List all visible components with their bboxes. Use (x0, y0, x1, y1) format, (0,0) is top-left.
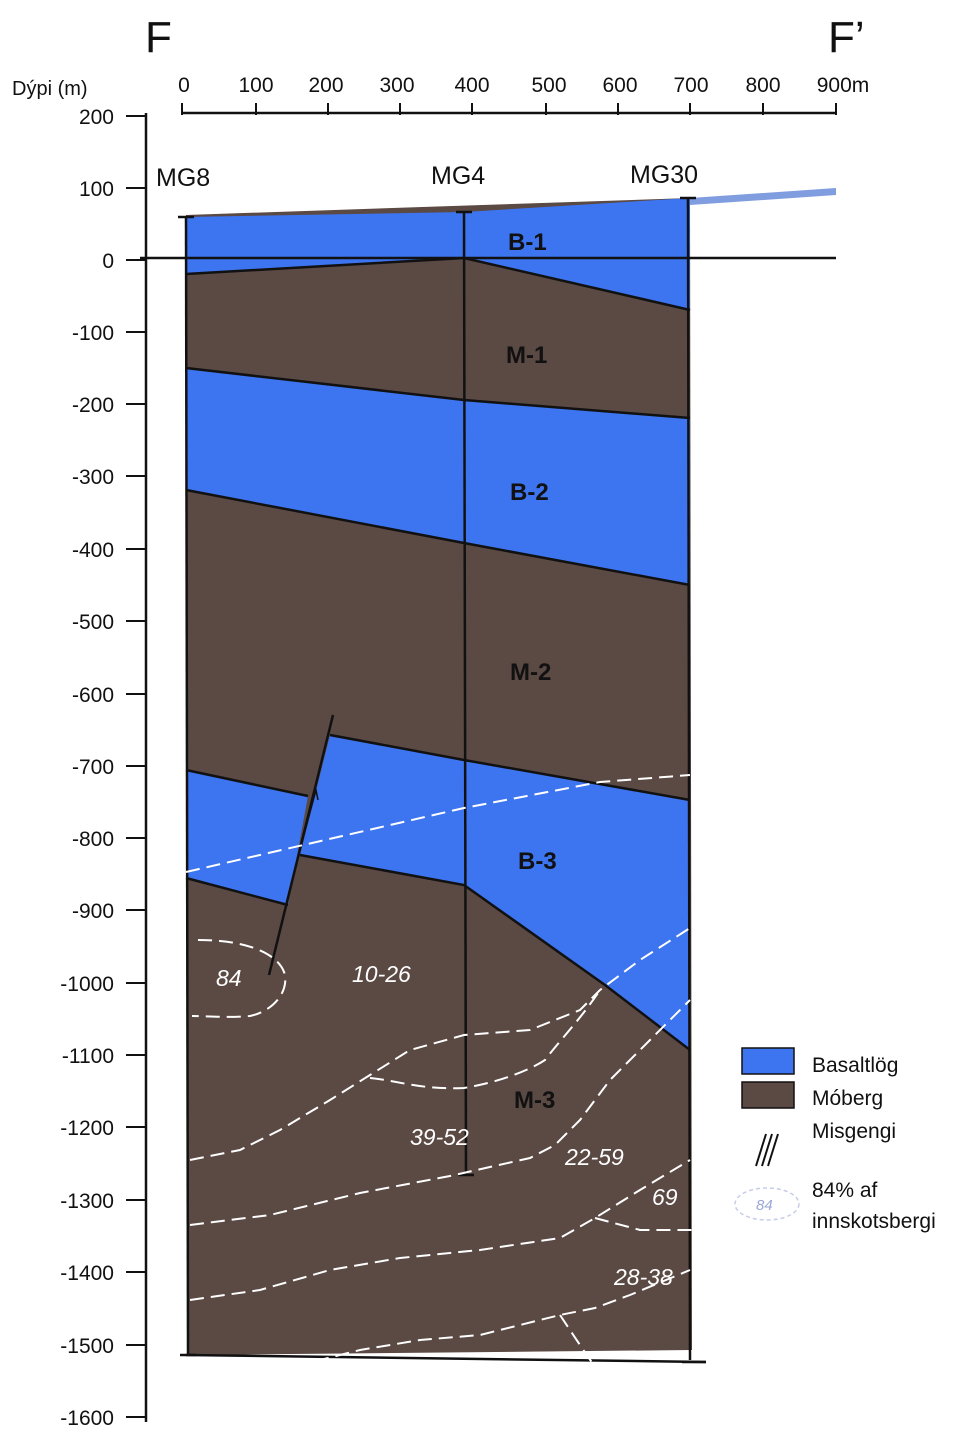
intrusion-zone-label: 84 (216, 965, 242, 991)
basalt-layer-b2 (186, 368, 690, 585)
basalt-layer-b3-faulted-block (186, 770, 308, 905)
unit-label-b3: B-3 (518, 848, 557, 875)
intrusion-zone-label: 39-52 (410, 1124, 469, 1150)
basalt-layer-b1 (186, 198, 690, 310)
intrusion-zone-label: 22-59 (564, 1144, 624, 1170)
well-label-mg8: MG8 (156, 164, 210, 192)
depth-tick-label: -500 (72, 611, 114, 634)
intrusion-zone-boundary (185, 774, 691, 873)
depth-tick-label: -800 (72, 828, 114, 851)
depth-tick-label: -1600 (60, 1407, 114, 1430)
unit-label-m1: M-1 (506, 342, 547, 369)
depth-tick-label: 0 (102, 250, 114, 273)
contact-line (299, 853, 691, 1051)
well-mg8-trace (184, 216, 190, 1356)
depth-tick-label: -300 (72, 466, 114, 489)
distance-tick-label: 200 (308, 74, 343, 97)
well-label-mg4: MG4 (431, 162, 485, 190)
depth-tick-label: -1200 (60, 1117, 114, 1140)
contact-line (185, 768, 309, 798)
distance-tick-label: 300 (379, 74, 414, 97)
unit-label-b2: B-2 (510, 479, 549, 506)
distance-tick-label: 100 (238, 74, 273, 97)
distance-axis: 0 100 200 300 400 500 600 700 800 900m (178, 74, 869, 115)
depth-tick-label: -600 (72, 684, 114, 707)
surface-profile (690, 188, 836, 205)
distance-tick-label: 800 (745, 74, 780, 97)
depth-tick-label: -900 (72, 900, 114, 923)
section-start-label: F (145, 13, 172, 62)
depth-tick-label: -1400 (60, 1262, 114, 1285)
depth-tick-label: -400 (72, 539, 114, 562)
fault-slip-arrowhead (311, 787, 319, 801)
section-base-line (185, 1353, 707, 1364)
section-end-label: F’ (828, 13, 865, 62)
intrusion-zone-label: 28-38 (613, 1264, 673, 1290)
distance-tick-label: 0 (178, 74, 190, 97)
depth-tick-label: 100 (79, 178, 114, 201)
legend-swatch-hyaloclastite (741, 1081, 795, 1109)
unit-label-b1: B-1 (508, 229, 547, 256)
depth-tick-label: -100 (72, 322, 114, 345)
intrusion-zone-boundary (189, 1159, 691, 1301)
legend-label-hyaloclastite: Móberg (812, 1087, 883, 1110)
intrusion-zone-boundary (191, 939, 287, 1018)
legend-label-intrusion-line2: innskotsbergi (812, 1210, 936, 1233)
legend-intrusion-symbol (734, 1187, 800, 1221)
distance-tick-label: 900m (817, 74, 870, 97)
legend-label-basalt: Basaltlög (812, 1054, 898, 1077)
basalt-layer-b3 (300, 735, 690, 1050)
intrusion-zone-boundary (369, 989, 601, 1090)
distance-tick-label: 600 (602, 74, 637, 97)
depth-tick-label: -1100 (62, 1045, 114, 1068)
depth-tick-label: -1300 (60, 1190, 114, 1213)
intrusion-zone-label: 10-26 (352, 961, 411, 987)
fault-slip-arrow (301, 789, 317, 843)
distance-tick-label: 700 (673, 74, 708, 97)
intrusion-zone-boundary (559, 1314, 676, 1434)
unit-label-m3: M-3 (514, 1087, 555, 1114)
intrusion-zone-boundary (189, 999, 691, 1226)
legend-label-fault: Misgengi (812, 1120, 896, 1143)
depth-tick-label: -200 (72, 394, 114, 417)
legend-intrusion-sample: 84 (756, 1197, 773, 1214)
distance-tick-label: 500 (531, 74, 566, 97)
depth-tick-label: -700 (72, 756, 114, 779)
depth-axis: 200 100 0 -100 -200 -300 -400 -500 -600 … (60, 106, 148, 1430)
depth-tick-label: -1000 (60, 973, 114, 996)
legend-label-intrusion-line1: 84% af (812, 1179, 878, 1202)
distance-tick-label: 400 (454, 74, 489, 97)
contact-line (185, 876, 289, 907)
intrusion-zone-boundary (594, 1217, 695, 1231)
fault-symbol-icon (755, 1133, 779, 1167)
intrusion-zone-label: 69 (652, 1184, 678, 1210)
well-mg30-trace (686, 197, 692, 1361)
legend: Basaltlög Móberg Misgengi 84 84% af inns… (734, 1047, 936, 1233)
well-mg4-trace (462, 211, 468, 1176)
intrusion-zone-boundary (189, 1269, 691, 1376)
depth-axis-title: Dýpi (m) (12, 78, 88, 100)
intrusion-zone-boundary (189, 927, 691, 1161)
legend-swatch-basalt (741, 1047, 795, 1075)
unit-label-m2: M-2 (510, 659, 551, 686)
depth-tick-label: -1500 (60, 1335, 114, 1358)
depth-tick-label: 200 (79, 106, 114, 129)
well-label-mg30: MG30 (630, 161, 698, 189)
